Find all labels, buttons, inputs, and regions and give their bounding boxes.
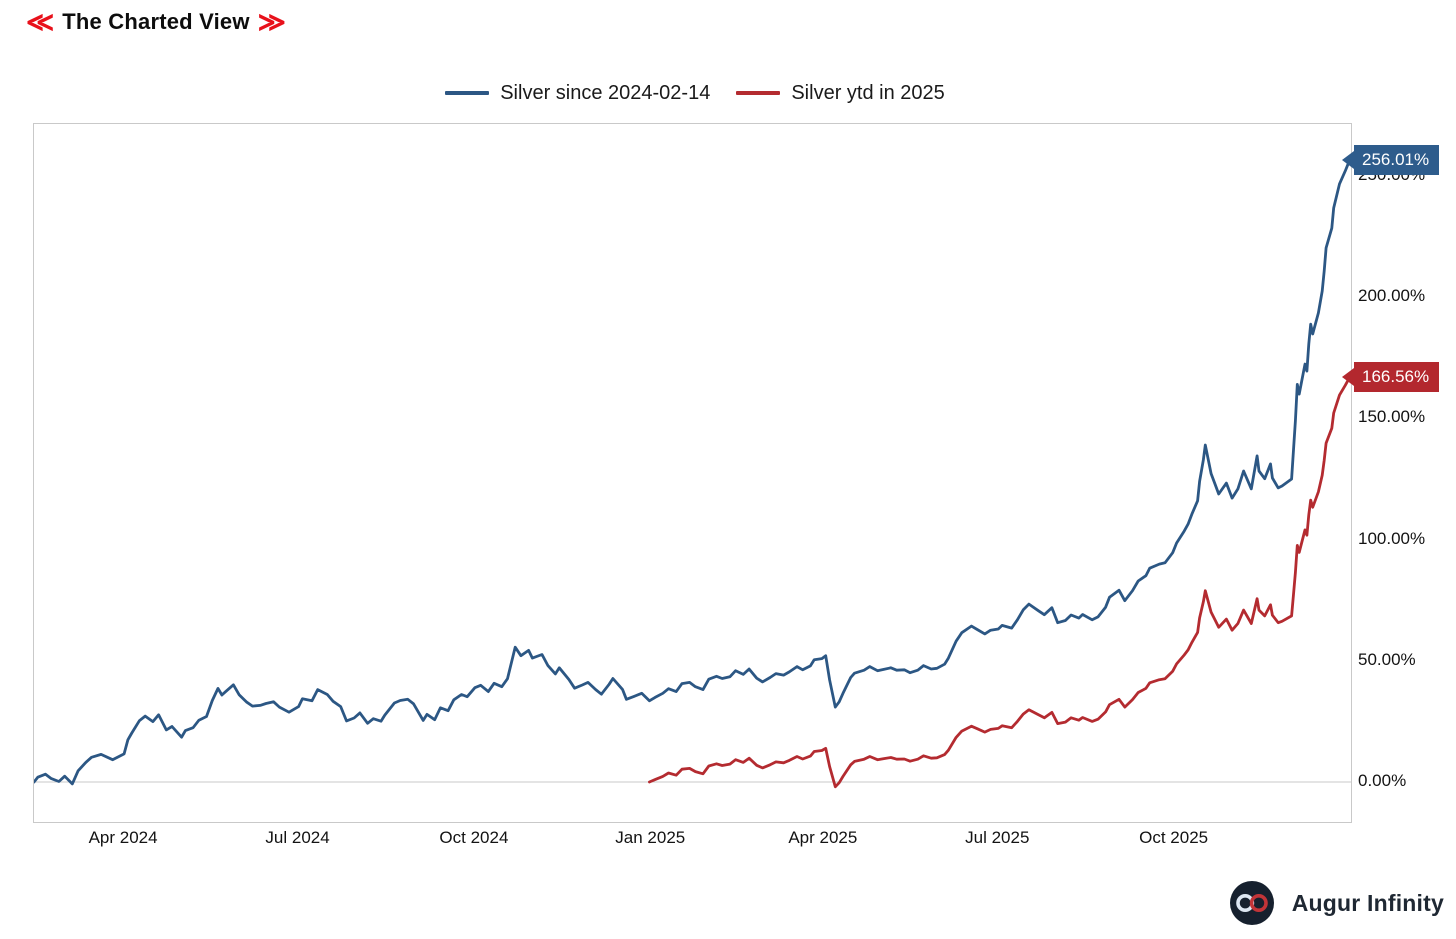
series-line-silver-ytd-2025 [648, 376, 1351, 789]
legend-label: Silver ytd in 2025 [791, 82, 945, 104]
x-axis-label: Apr 2024 [88, 828, 158, 847]
legend-label: Silver since 2024-02-14 [500, 82, 711, 104]
callout-red-end-value: 166.56% [1341, 362, 1440, 393]
y-axis-label: 0.00% [1358, 771, 1407, 790]
infinity-icon [1229, 881, 1274, 925]
x-axis-label: Jul 2024 [265, 828, 330, 847]
x-axis-label: Jul 2025 [965, 828, 1030, 847]
y-axis-label: 50.00% [1358, 649, 1416, 669]
callout-blue-end-value: 256.01% [1341, 145, 1440, 176]
x-axis-label: Jan 2025 [615, 828, 686, 847]
chart-canvas [34, 160, 1351, 789]
series-line-silver-since-2024 [34, 160, 1351, 786]
chart-legend: Silver since 2024-02-14 Silver ytd in 20… [0, 80, 1390, 106]
x-axis-label: Oct 2024 [439, 828, 509, 847]
y-axis-label: 200.00% [1358, 286, 1426, 306]
legend-item-silver-since-2024: Silver since 2024-02-14 [445, 80, 710, 106]
double-chevron-left-icon: ≪ [26, 7, 55, 37]
brand-name: Augur Infinity [1291, 889, 1444, 916]
double-chevron-right-icon: ≫ [257, 7, 286, 37]
x-axis-label: Oct 2025 [1139, 828, 1209, 847]
plot-area [33, 123, 1352, 823]
page-title-text: The Charted View [62, 9, 250, 34]
legend-swatch-red [736, 91, 781, 95]
y-axis-label: 150.00% [1358, 407, 1426, 427]
legend-swatch-blue [445, 91, 490, 95]
brand-footer: Augur Infinity [1229, 880, 1444, 926]
x-axis-label: Apr 2025 [788, 828, 858, 847]
legend-item-silver-ytd-2025: Silver ytd in 2025 [736, 80, 945, 106]
y-axis-label: 100.00% [1358, 528, 1426, 548]
page-title: ≪ The Charted View ≫ [26, 7, 286, 37]
